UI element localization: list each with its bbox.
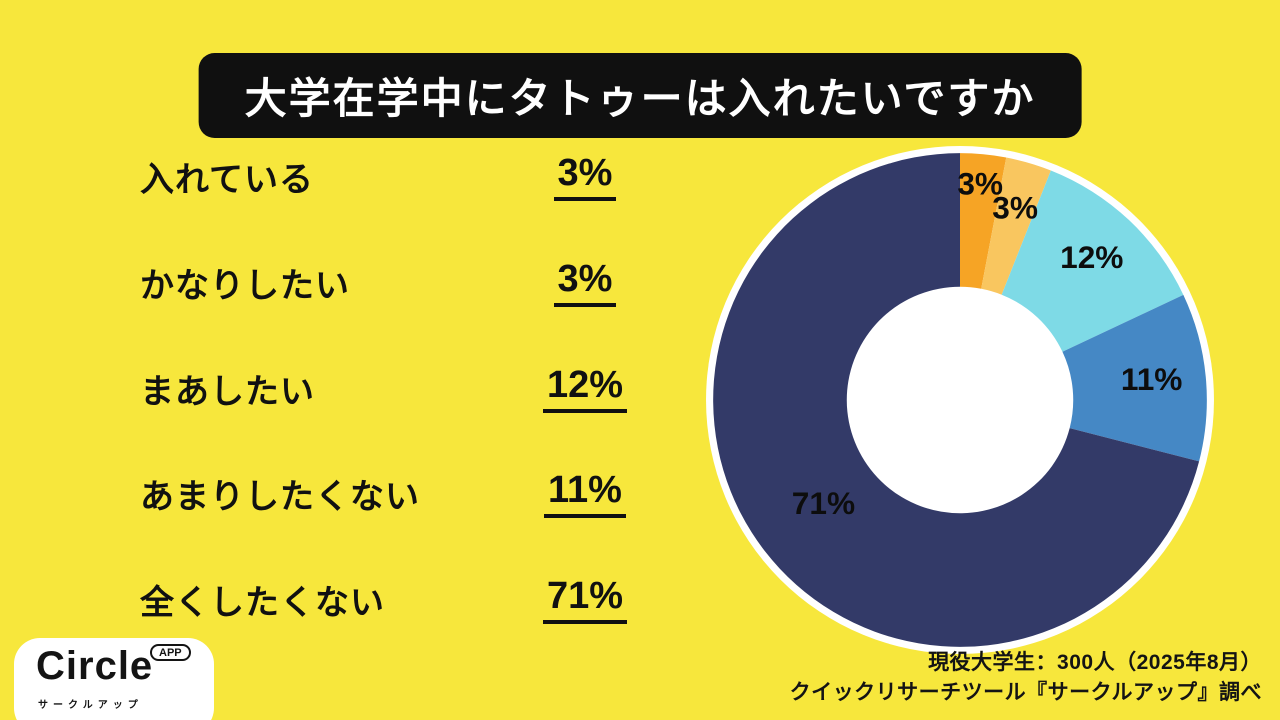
legend-item: あまりしたくない 11% xyxy=(140,469,660,519)
page-title-text: 大学在学中にタトゥーは入れたいですか xyxy=(244,75,1036,122)
legend-label: まあしたい xyxy=(140,372,315,411)
pie-slice-label: 12% xyxy=(1060,239,1123,275)
legend-value: 12% xyxy=(542,364,628,413)
source-line-2: クイックリサーチツール『サークルアップ』調べ xyxy=(789,681,1262,704)
pie-slice-2 xyxy=(1001,170,1184,352)
legend-item: 全くしたくない 71% xyxy=(140,575,660,624)
pie-slice-label: 71% xyxy=(792,485,855,521)
source-note: 現役大学生：300人（2025年8月） クイックリサーチツール『サークルアップ』… xyxy=(790,648,1262,708)
legend-label: 全くしたくない xyxy=(140,584,385,622)
legend-label: あまりしたくない xyxy=(140,478,420,517)
legend-item: まあしたい 12% xyxy=(140,364,660,413)
pie-slice-label: 11% xyxy=(1121,361,1183,397)
logo-subtitle: サークルアップ xyxy=(38,700,143,711)
pie-slice-label: 3% xyxy=(957,166,1003,202)
source-line-1: 現役大学生：300人（2025年8月） xyxy=(928,651,1262,674)
legend-value: 11% xyxy=(544,469,626,519)
donut-chart-svg: 3%3% 12% 11% 71% xyxy=(706,146,1214,654)
page-title: 大学在学中にタトゥーは入れたいですか xyxy=(198,53,1082,138)
legend-label: 入れている xyxy=(140,161,314,199)
circle-app-logo: Circle APP サークルアップ xyxy=(14,638,214,720)
legend-item: かなりしたい 3% xyxy=(140,258,660,307)
logo-app-badge: APP xyxy=(150,644,191,661)
chart-legend: 入れている 3% かなりしたい 3% まあしたい 12% あまりしたくない 11% 全くしたくな… xyxy=(140,152,660,624)
legend-value: 3% xyxy=(553,152,617,201)
donut-chart: 3% 3% 12% 11% 71% xyxy=(705,145,1215,655)
logo-wordmark: Circle xyxy=(36,644,154,688)
pie-slice-4 xyxy=(713,153,1200,647)
legend-value: 3% xyxy=(553,258,617,307)
legend-value: 71% xyxy=(542,575,628,624)
pie-slice-3 xyxy=(1062,294,1207,462)
legend-item: 入れている 3% xyxy=(140,152,660,201)
pie-slice-label: 3% xyxy=(992,190,1038,226)
pie-slice-1 xyxy=(981,157,1051,295)
legend-label: かなりしたい xyxy=(140,266,350,305)
pie-slice-0 xyxy=(960,153,1007,289)
